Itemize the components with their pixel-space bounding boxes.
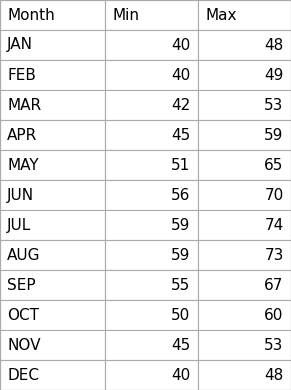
Text: 60: 60 bbox=[264, 307, 284, 323]
Text: 70: 70 bbox=[265, 188, 284, 202]
Text: FEB: FEB bbox=[7, 67, 36, 83]
Bar bbox=[0, 0, 105, 30]
Bar bbox=[198, 180, 291, 210]
Text: 45: 45 bbox=[171, 128, 191, 142]
Bar bbox=[0, 210, 105, 240]
Text: 65: 65 bbox=[264, 158, 284, 172]
Bar bbox=[198, 150, 291, 180]
Bar bbox=[0, 330, 105, 360]
Bar bbox=[198, 30, 291, 60]
Bar bbox=[105, 330, 198, 360]
Text: 59: 59 bbox=[171, 248, 191, 262]
Bar bbox=[105, 150, 198, 180]
Text: 53: 53 bbox=[264, 337, 284, 353]
Bar bbox=[0, 180, 105, 210]
Text: NOV: NOV bbox=[7, 337, 41, 353]
Text: 49: 49 bbox=[264, 67, 284, 83]
Bar bbox=[0, 120, 105, 150]
Text: SEP: SEP bbox=[7, 278, 36, 292]
Text: 40: 40 bbox=[171, 67, 191, 83]
Bar bbox=[0, 300, 105, 330]
Text: 73: 73 bbox=[264, 248, 284, 262]
Text: JUL: JUL bbox=[7, 218, 31, 232]
Text: 48: 48 bbox=[265, 367, 284, 383]
Bar bbox=[198, 270, 291, 300]
Bar bbox=[0, 360, 105, 390]
Bar bbox=[105, 120, 198, 150]
Bar bbox=[0, 90, 105, 120]
Bar bbox=[105, 240, 198, 270]
Bar bbox=[198, 0, 291, 30]
Text: Max: Max bbox=[205, 7, 237, 23]
Text: MAR: MAR bbox=[7, 98, 41, 112]
Text: JAN: JAN bbox=[7, 37, 33, 53]
Text: Min: Min bbox=[112, 7, 139, 23]
Bar bbox=[105, 180, 198, 210]
Text: 55: 55 bbox=[171, 278, 191, 292]
Text: JUN: JUN bbox=[7, 188, 34, 202]
Bar bbox=[0, 240, 105, 270]
Bar bbox=[198, 120, 291, 150]
Text: 40: 40 bbox=[171, 367, 191, 383]
Text: 48: 48 bbox=[265, 37, 284, 53]
Bar bbox=[198, 90, 291, 120]
Bar bbox=[105, 210, 198, 240]
Text: 51: 51 bbox=[171, 158, 191, 172]
Text: 59: 59 bbox=[264, 128, 284, 142]
Bar bbox=[0, 60, 105, 90]
Bar bbox=[105, 30, 198, 60]
Bar bbox=[105, 0, 198, 30]
Bar bbox=[105, 360, 198, 390]
Bar bbox=[105, 90, 198, 120]
Bar bbox=[198, 360, 291, 390]
Text: 53: 53 bbox=[264, 98, 284, 112]
Text: 59: 59 bbox=[171, 218, 191, 232]
Text: 50: 50 bbox=[171, 307, 191, 323]
Bar bbox=[105, 270, 198, 300]
Bar bbox=[0, 30, 105, 60]
Bar bbox=[0, 270, 105, 300]
Bar bbox=[198, 330, 291, 360]
Text: 74: 74 bbox=[265, 218, 284, 232]
Text: 45: 45 bbox=[171, 337, 191, 353]
Text: DEC: DEC bbox=[7, 367, 39, 383]
Text: 42: 42 bbox=[171, 98, 191, 112]
Bar bbox=[198, 60, 291, 90]
Text: 56: 56 bbox=[171, 188, 191, 202]
Text: 40: 40 bbox=[171, 37, 191, 53]
Text: Month: Month bbox=[7, 7, 55, 23]
Bar bbox=[105, 300, 198, 330]
Text: 67: 67 bbox=[264, 278, 284, 292]
Text: AUG: AUG bbox=[7, 248, 41, 262]
Bar bbox=[105, 60, 198, 90]
Bar bbox=[198, 240, 291, 270]
Bar bbox=[198, 300, 291, 330]
Text: APR: APR bbox=[7, 128, 38, 142]
Bar bbox=[198, 210, 291, 240]
Text: MAY: MAY bbox=[7, 158, 39, 172]
Text: OCT: OCT bbox=[7, 307, 39, 323]
Bar bbox=[0, 150, 105, 180]
